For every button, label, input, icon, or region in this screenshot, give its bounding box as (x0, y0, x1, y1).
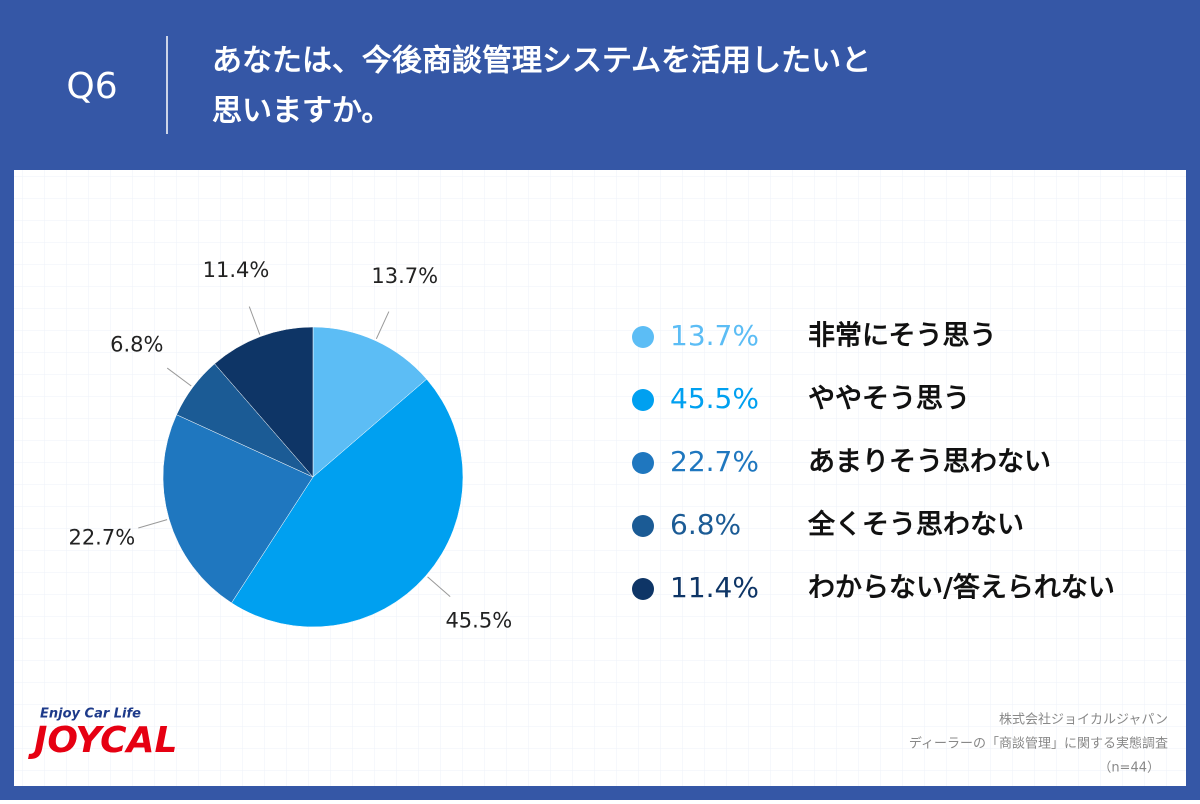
legend-label: あまりそう思わない (808, 447, 1051, 478)
legend-label: 全くそう思わない (807, 509, 1024, 541)
source: ディーラーの「商談管理」に関する実態調査 (909, 736, 1168, 752)
leader-line (427, 576, 451, 597)
legend-marker (632, 515, 654, 537)
legend-marker (632, 326, 654, 348)
pie-slice (214, 326, 314, 478)
source: 株式会社ジョイカルジャパン (999, 712, 1168, 728)
chart-title: 思いますか。 (212, 94, 391, 129)
data-label: 45.5% (445, 609, 512, 633)
chart-title: あなたは、今後商談管理システムを活用したいと (212, 44, 871, 79)
logo-tagline: Enjoy Car Life (40, 707, 141, 722)
legend-value: 45.5% (670, 382, 759, 415)
data-label: 6.8% (110, 332, 163, 356)
legend-label: 非常にそう思う (808, 321, 996, 352)
question-number: Q6 (66, 66, 117, 107)
data-label: 13.7% (371, 264, 438, 288)
legend-value: 22.7% (670, 445, 759, 478)
legend-marker (632, 389, 654, 411)
leader-line (248, 306, 261, 335)
logo-brand: JOYCAL (28, 720, 177, 761)
data-label: 11.4% (203, 258, 270, 282)
leader-line (166, 367, 192, 387)
pie-slice (231, 378, 464, 628)
legend-value: 6.8% (670, 508, 741, 541)
legend-value: 13.7% (670, 319, 759, 352)
pie-slice (162, 414, 314, 604)
legend-value: 11.4% (670, 571, 759, 604)
source: （n=44） (1098, 761, 1160, 776)
leader-line (375, 311, 390, 340)
legend-marker (632, 452, 654, 474)
leader-line (138, 519, 168, 529)
data-label: 22.7% (68, 526, 135, 550)
legend-label: ややそう思う (808, 384, 970, 415)
legend-label: わからない/答えられない (808, 572, 1115, 604)
pie-slice (312, 326, 428, 478)
legend-marker (632, 578, 654, 600)
